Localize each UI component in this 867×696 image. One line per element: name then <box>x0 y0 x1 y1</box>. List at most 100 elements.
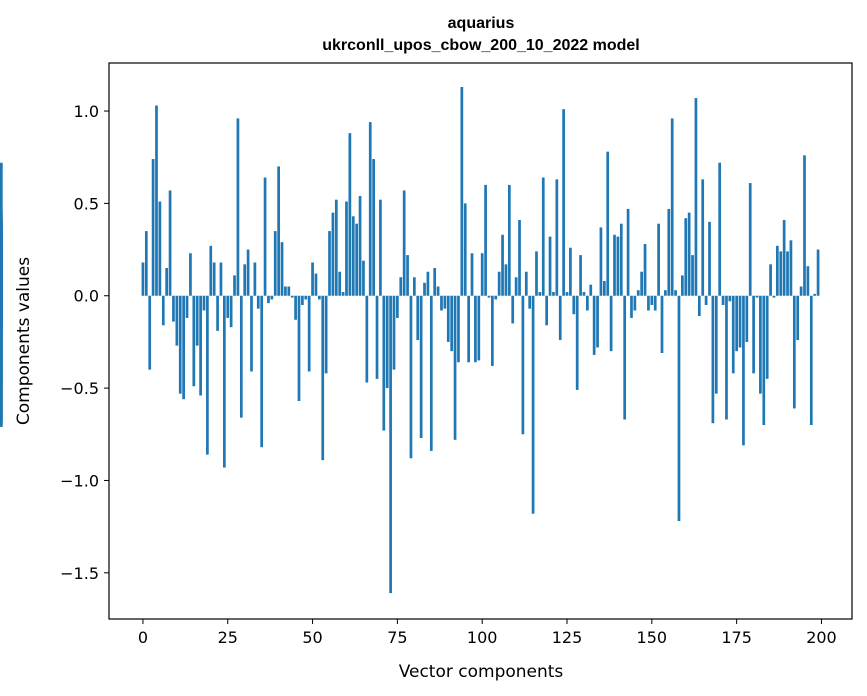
bar-35 <box>260 295 264 448</box>
bar-140 <box>616 236 620 296</box>
bar-2 <box>148 295 152 370</box>
bar-168 <box>711 295 715 424</box>
bar-154 <box>664 290 667 296</box>
bar-110 <box>514 277 518 296</box>
bar-11 <box>178 295 182 394</box>
bar-16 <box>195 295 199 346</box>
bar-121 <box>552 292 555 296</box>
bar-196 <box>806 266 810 296</box>
bar-193 <box>796 295 800 341</box>
bar-115 <box>531 295 535 514</box>
bar-131 <box>586 295 589 311</box>
bar-58 <box>338 271 342 296</box>
bar-195 <box>803 155 806 296</box>
bar-160 <box>684 218 688 296</box>
bar-194 <box>799 286 803 296</box>
bar-38 <box>270 295 274 300</box>
bar-150 <box>650 295 654 305</box>
bar-54 <box>324 295 328 374</box>
bar-152 <box>657 223 660 296</box>
bar-53 <box>321 295 325 461</box>
bar-29 <box>239 295 243 418</box>
bar-125 <box>565 292 569 296</box>
bar-3 <box>151 159 155 296</box>
bar-105 <box>497 271 501 296</box>
y-tick-label: 1.0 <box>74 102 99 121</box>
bar-182 <box>759 295 762 394</box>
bar-185 <box>769 264 772 296</box>
bar-103 <box>491 295 494 366</box>
bar-107 <box>504 264 508 296</box>
bar-109 <box>511 295 515 324</box>
y-axis-ticks: −1.5 −1.0 −0.5 0.0 0.5 1.0 <box>60 102 109 583</box>
bar-183 <box>762 295 766 426</box>
bar-44 <box>290 295 294 298</box>
bar-46 <box>297 295 301 402</box>
bar-179 <box>748 183 752 296</box>
bar-10 <box>175 295 179 346</box>
y-tick-label: −0.5 <box>60 379 99 398</box>
bar-130 <box>582 292 586 296</box>
bar-181 <box>755 295 759 298</box>
bar-88 <box>440 295 443 311</box>
bar-114 <box>528 295 532 309</box>
bar-12 <box>182 295 185 400</box>
x-tick-label: 75 <box>387 628 407 647</box>
bar-17 <box>199 295 202 396</box>
bar-73 <box>389 295 392 594</box>
bar-106 <box>501 234 504 296</box>
bar-41 <box>280 242 284 296</box>
bar-76 <box>399 277 403 296</box>
bar-74 <box>392 295 396 370</box>
bar-94 <box>460 87 464 296</box>
bar-118 <box>541 177 545 296</box>
bar-19 <box>206 295 209 455</box>
bar-148 <box>643 244 647 296</box>
bar-95 <box>463 203 467 296</box>
bar-undefined <box>0 295 3 420</box>
bar-83 <box>423 282 426 296</box>
bar-90 <box>446 295 450 342</box>
bar-123 <box>558 295 562 341</box>
bar-167 <box>708 221 711 296</box>
bar-34 <box>256 295 260 309</box>
x-tick-label: 200 <box>806 628 837 647</box>
bar-36 <box>263 177 267 296</box>
bar-37 <box>267 295 270 304</box>
bar-67 <box>368 122 372 296</box>
bar-177 <box>742 295 745 446</box>
bar-79 <box>409 295 413 459</box>
bar-47 <box>301 295 304 305</box>
bar-93 <box>457 295 460 363</box>
bar-108 <box>507 184 511 296</box>
bar-91 <box>450 295 454 352</box>
y-tick-label: 0.5 <box>74 194 99 213</box>
bar-173 <box>728 295 732 302</box>
plot-frame <box>108 62 853 620</box>
bar-60 <box>345 201 348 296</box>
bar-122 <box>555 179 559 296</box>
bar-5 <box>158 201 162 296</box>
bar-65 <box>362 260 365 296</box>
y-axis-label: Components values <box>14 257 34 425</box>
bar-51 <box>314 273 318 296</box>
bar-85 <box>429 295 433 451</box>
bar-57 <box>334 199 338 296</box>
bar-82 <box>419 295 423 438</box>
bar-126 <box>569 247 572 296</box>
bar-172 <box>725 295 728 420</box>
bar-116 <box>535 251 538 296</box>
bar-86 <box>433 268 437 296</box>
bar-162 <box>691 255 694 296</box>
bar-184 <box>765 295 769 379</box>
bar-104 <box>494 295 498 300</box>
bar-62 <box>351 216 355 296</box>
bar-30 <box>243 264 247 296</box>
bar-72 <box>385 295 389 389</box>
bar-153 <box>660 295 664 353</box>
bar-21 <box>212 262 216 296</box>
bar-undefined <box>0 162 3 296</box>
bar-0 <box>141 262 145 296</box>
bar-87 <box>436 286 440 296</box>
